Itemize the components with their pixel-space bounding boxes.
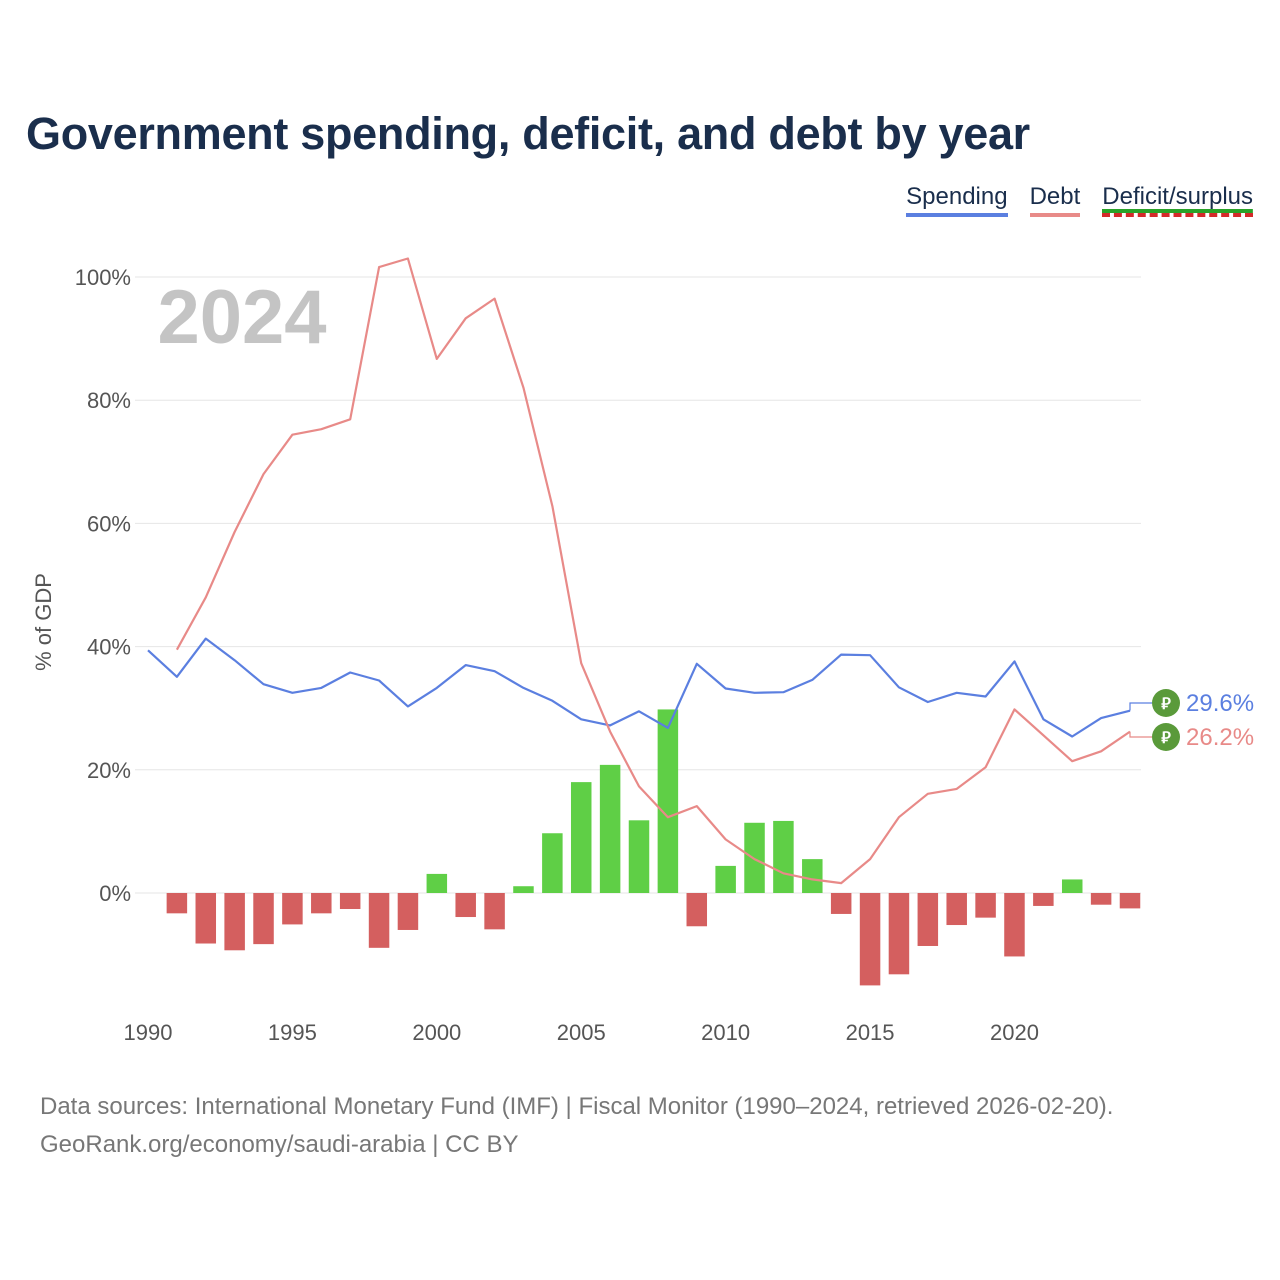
x-tick-label: 1995 xyxy=(268,1020,317,1045)
bar-2022 xyxy=(1061,879,1083,893)
bar-2016 xyxy=(888,893,910,975)
bar-2006 xyxy=(599,764,621,893)
y-tick-label: 100% xyxy=(75,265,131,290)
badge-spending-icon xyxy=(1152,689,1180,717)
source-note: Data sources: International Monetary Fun… xyxy=(40,1093,1114,1120)
bar-2024 xyxy=(1119,893,1141,909)
bar-2015 xyxy=(859,893,881,986)
end-labels: ⃁ 29.6% ⃁ 26.2% xyxy=(1129,689,1254,751)
end-label-spending: 29.6% xyxy=(1186,690,1254,717)
chart: 0%20%40%60%80%100% % of GDP 2024 1990 199… xyxy=(31,257,1254,1045)
bar-2018 xyxy=(946,893,967,926)
x-tick-label: 2020 xyxy=(990,1020,1039,1045)
gridlines xyxy=(135,276,1141,894)
x-tick-label: 2010 xyxy=(701,1020,750,1045)
y-axis-label: % of GDP xyxy=(31,573,56,671)
footer: Data sources: International Monetary Fun… xyxy=(40,1088,1113,1164)
bar-1995 xyxy=(282,893,303,925)
bar-2007 xyxy=(628,820,650,893)
bar-1999 xyxy=(397,893,419,930)
bar-2017 xyxy=(917,893,939,946)
bar-2010 xyxy=(715,865,736,893)
bar-2000 xyxy=(426,873,448,893)
bar-2014 xyxy=(830,893,852,914)
bar-2021 xyxy=(1033,893,1054,906)
leader-debt xyxy=(1129,731,1152,738)
bar-2002 xyxy=(484,893,505,930)
x-tick-label: 2015 xyxy=(846,1020,895,1045)
riyal-icon: ⃁ xyxy=(1161,728,1171,747)
bar-2020 xyxy=(1004,893,1025,957)
y-tick-label: 80% xyxy=(87,388,131,413)
deficit-bars xyxy=(166,709,1141,986)
bar-1993 xyxy=(224,893,245,951)
bar-1991 xyxy=(166,893,188,914)
bar-1992 xyxy=(195,893,217,944)
end-label-debt: 26.2% xyxy=(1186,724,1254,751)
x-tick-label: 2005 xyxy=(557,1020,606,1045)
bar-1998 xyxy=(368,893,390,948)
bar-2013 xyxy=(802,859,823,893)
attribution: GeoRank.org/economy/saudi-arabia | CC BY xyxy=(40,1131,519,1158)
legend-deficit-surplus[interactable]: Deficit/surplus xyxy=(1102,183,1253,217)
bar-2008 xyxy=(657,709,679,893)
series-lines xyxy=(147,257,1131,885)
y-tick-label: 20% xyxy=(87,758,131,783)
line-spending xyxy=(147,637,1131,738)
y-tick-label: 40% xyxy=(87,635,131,660)
line-debt xyxy=(175,257,1131,885)
leader-spending xyxy=(1129,702,1152,711)
bar-1997 xyxy=(339,893,361,910)
riyal-icon: ⃁ xyxy=(1161,694,1171,713)
badge-debt-icon xyxy=(1152,723,1180,751)
current-year-watermark: 2024 xyxy=(157,275,326,360)
y-axis-ticks: 0% 20% 40% 60% 80% 100% xyxy=(75,265,131,906)
x-axis-ticks: 1990 1995 2000 2005 2010 2015 2020 xyxy=(124,1020,1039,1045)
bar-2004 xyxy=(542,833,563,893)
chart-title: Government spending, deficit, and debt b… xyxy=(26,108,1030,159)
bar-1996 xyxy=(311,893,332,914)
bar-2023 xyxy=(1090,893,1112,905)
y-tick-label: 60% xyxy=(87,511,131,536)
legend: Spending Debt Deficit/surplus xyxy=(906,183,1253,217)
x-tick-label: 2000 xyxy=(412,1020,461,1045)
bar-2012 xyxy=(773,820,794,893)
y-tick-label: 0% xyxy=(99,881,131,906)
bar-2001 xyxy=(455,893,476,918)
legend-spending[interactable]: Spending xyxy=(906,183,1008,217)
bar-1994 xyxy=(253,893,274,945)
bar-2003 xyxy=(513,886,534,893)
bar-2019 xyxy=(975,893,996,918)
x-tick-label: 1990 xyxy=(124,1020,173,1045)
legend-debt[interactable]: Debt xyxy=(1029,183,1081,217)
bar-2009 xyxy=(686,893,708,927)
bar-2005 xyxy=(570,782,592,893)
